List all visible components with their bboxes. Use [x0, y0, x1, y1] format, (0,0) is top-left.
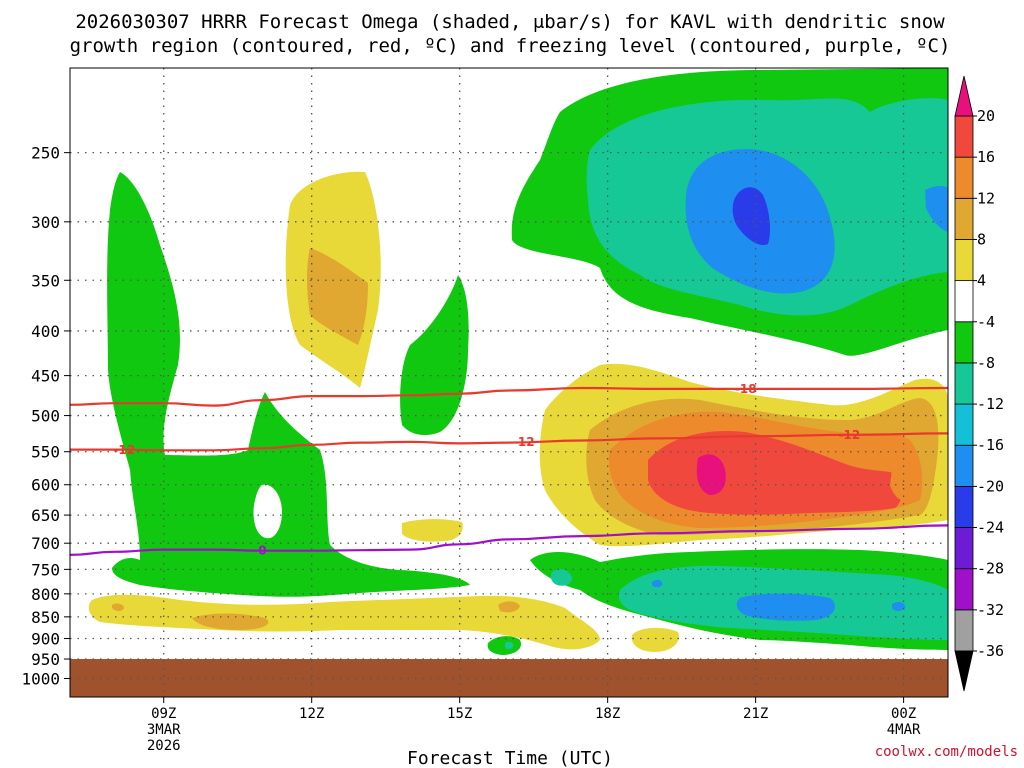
contour-minus12-label-1: -12 — [513, 435, 535, 449]
colorbar-label-16: 16 — [977, 148, 995, 166]
y-tick-label-950: 950 — [31, 650, 60, 669]
colorbar-label-4: 4 — [977, 272, 986, 290]
x-tick-label-12Z: 12Z — [299, 706, 324, 722]
omega-band-16-mid-orange-right — [890, 470, 909, 501]
omega-band-4-lower — [88, 594, 600, 650]
colorbar-label-12: 12 — [977, 189, 995, 207]
x-tick-label-00Z: 00Z — [891, 706, 916, 722]
colorbar-label--32: -32 — [977, 601, 1004, 619]
colorbar-label--4: -4 — [977, 313, 995, 331]
omega-band-neg8-left — [107, 172, 471, 597]
x-tick-date-09Z: 3MAR — [147, 722, 181, 738]
colorbar-band--28 — [954, 527, 974, 570]
colorbar-label--20: -20 — [977, 477, 1004, 495]
omega-band-neg16-upper-right — [925, 185, 948, 232]
colorbar-band--4 — [954, 280, 974, 323]
x-tick-label-09Z: 09Z — [151, 706, 176, 722]
contour-minus12-label-0: -12 — [113, 443, 135, 457]
y-axis: 250 300 350 400 450 500 550 600 650 700 750 800 850 9… — [21, 144, 70, 688]
y-tick-label-450: 450 — [31, 367, 60, 386]
y-tick-label-350: 350 — [31, 271, 60, 290]
colorbar: -36 -32 -28 -24 -20 -16 -12 -8 -4 4 8 12 16 20 — [954, 75, 1004, 692]
y-tick-label-900: 900 — [31, 630, 60, 649]
omega-band-8-lower-b — [112, 603, 124, 611]
colorbar-band--32 — [954, 568, 974, 611]
y-tick-label-650: 650 — [31, 506, 60, 525]
y-tick-label-1000: 1000 — [21, 669, 60, 688]
y-tick-label-800: 800 — [31, 585, 60, 604]
x-tick-date-00Z: 4MAR — [887, 722, 921, 738]
omega-band-8-upper — [307, 248, 368, 345]
omega-band-4-lower-small — [631, 627, 679, 652]
colorbar-band--24 — [954, 485, 974, 528]
omega-hole-white — [253, 484, 282, 539]
colorbar-band-12 — [954, 156, 974, 199]
surface-terrain — [70, 659, 948, 697]
contour-freezing-level-label-0: 0 — [258, 544, 266, 558]
x-tick-label-15Z: 15Z — [447, 706, 472, 722]
colorbar-label--8: -8 — [977, 354, 995, 372]
omega-band-neg16-lower-dot2 — [892, 601, 906, 611]
omega-band-neg12-lower-dot3 — [505, 641, 514, 650]
y-tick-label-550: 550 — [31, 443, 60, 462]
contour-minus18 — [69, 386, 949, 407]
y-tick-label-300: 300 — [31, 213, 60, 232]
credit-text: coolwx.com/models — [875, 744, 1018, 760]
colorbar-band-4 — [954, 239, 974, 282]
x-axis-label: Forecast Time (UTC) — [407, 748, 613, 768]
colorbar-over-triangle — [954, 75, 974, 117]
omega-band-neg16-lower-dot1 — [652, 579, 663, 588]
x-tick-label-21Z: 21Z — [743, 706, 768, 722]
omega-band-4-mid-small — [402, 519, 463, 542]
chart-title-line2: growth region (contoured, red, ºC) and f… — [70, 35, 951, 57]
y-tick-label-850: 850 — [31, 608, 60, 627]
y-tick-label-700: 700 — [31, 534, 60, 553]
x-tick-year-09Z: 2026 — [147, 738, 181, 754]
contour-minus18-label-0: -18 — [735, 382, 757, 396]
colorbar-band-16 — [954, 115, 974, 158]
contour-freezing-level — [69, 524, 949, 556]
colorbar-band--12 — [954, 362, 974, 405]
colorbar-label--28: -28 — [977, 560, 1004, 578]
colorbar-label--24: -24 — [977, 519, 1004, 537]
colorbar-under-triangle — [954, 650, 974, 692]
omega-band-20-mid — [696, 454, 726, 495]
colorbar-label-20: 20 — [977, 107, 995, 125]
y-tick-label-750: 750 — [31, 560, 60, 579]
contour-minus12-label-2: -12 — [839, 428, 861, 442]
omega-band-neg8-lower-small — [487, 636, 522, 655]
omega-band-neg20-upper — [732, 187, 771, 246]
y-tick-label-400: 400 — [31, 322, 60, 341]
colorbar-band--8 — [954, 321, 974, 364]
omega-band-neg16-lower — [736, 593, 835, 621]
contour-minus12 — [70, 432, 949, 452]
colorbar-label--16: -16 — [977, 436, 1004, 454]
omega-band-8-lower-c — [498, 601, 520, 613]
colorbar-label-8: 8 — [977, 230, 986, 248]
y-tick-label-500: 500 — [31, 407, 60, 426]
colorbar-band--16 — [954, 403, 974, 446]
x-tick-label-18Z: 18Z — [595, 706, 620, 722]
colorbar-band--20 — [954, 444, 974, 487]
colorbar-label--36: -36 — [977, 642, 1004, 660]
plot-frame — [69, 67, 949, 698]
y-tick-label-600: 600 — [31, 476, 60, 495]
colorbar-label--12: -12 — [977, 395, 1004, 413]
colorbar-band--36 — [954, 609, 974, 652]
chart-title-line1: 2026030307 HRRR Forecast Omega (shaded, … — [75, 11, 945, 33]
y-tick-label-250: 250 — [31, 144, 60, 163]
temperature-contours: -18 -12 -12 -12 0 — [69, 382, 949, 558]
omega-band-neg12-lower-small — [550, 569, 572, 586]
colorbar-band-8 — [954, 197, 974, 240]
omega-band-8-lower-a — [192, 613, 269, 630]
